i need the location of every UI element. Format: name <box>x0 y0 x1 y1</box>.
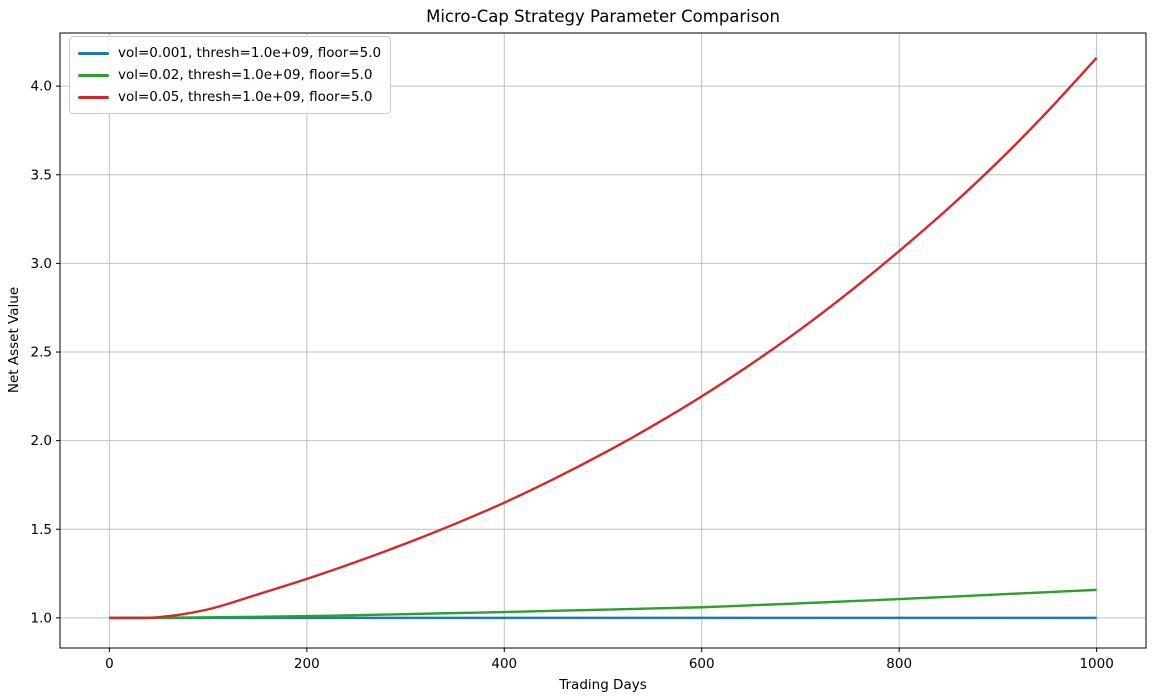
x-tick-label: 400 <box>491 656 517 672</box>
legend-line-swatch <box>78 95 109 99</box>
y-tick-label: 1.5 <box>31 522 52 538</box>
x-axis-label: Trading Days <box>558 677 647 693</box>
y-tick-label: 3.0 <box>31 256 52 272</box>
plot-frame <box>59 32 1147 649</box>
x-tick-label: 200 <box>294 656 320 672</box>
legend-line-swatch <box>78 73 109 77</box>
legend-label: vol=0.001, thresh=1.0e+09, floor=5.0 <box>118 45 382 61</box>
y-tick-label: 1.0 <box>31 610 52 626</box>
series-line-2 <box>109 56 1098 620</box>
legend-item: vol=0.05, thresh=1.0e+09, floor=5.0 <box>78 86 381 108</box>
x-tick-label: 1000 <box>1079 656 1113 672</box>
legend-line-swatch <box>78 51 109 55</box>
legend-item: vol=0.02, thresh=1.0e+09, floor=5.0 <box>78 64 381 86</box>
series-line-1 <box>109 588 1097 620</box>
y-tick-label: 2.0 <box>31 433 52 449</box>
chart-title: Micro-Cap Strategy Parameter Comparison <box>426 7 780 26</box>
series-lines <box>109 56 1098 620</box>
x-tick-label: 800 <box>886 656 912 672</box>
y-tick-label: 2.5 <box>31 345 52 361</box>
grid <box>60 33 1146 648</box>
legend-label: vol=0.05, thresh=1.0e+09, floor=5.0 <box>118 89 373 105</box>
y-tick-label: 3.5 <box>31 167 52 183</box>
legend-label: vol=0.02, thresh=1.0e+09, floor=5.0 <box>118 67 373 83</box>
y-axis-label: Net Asset Value <box>6 287 22 393</box>
x-tick-label: 0 <box>105 656 114 672</box>
legend-item: vol=0.001, thresh=1.0e+09, floor=5.0 <box>78 42 381 64</box>
x-tick-label: 600 <box>689 656 715 672</box>
legend: vol=0.001, thresh=1.0e+09, floor=5.0 vol=… <box>69 36 392 114</box>
y-tick-label: 4.0 <box>31 79 52 95</box>
axis-ticks <box>56 85 1098 652</box>
tick-labels: 0 200 400 600 800 1000 1.0 1.5 2.0 2.5 3.0 3.5 4.0 <box>31 79 1114 672</box>
